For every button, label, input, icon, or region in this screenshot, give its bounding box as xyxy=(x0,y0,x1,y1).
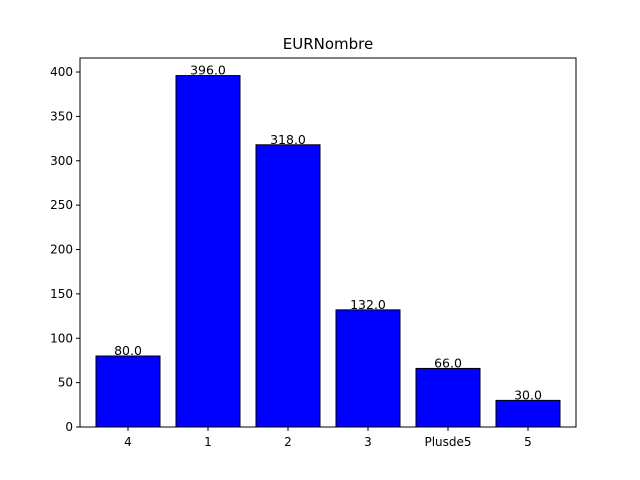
bar-1 xyxy=(175,75,241,428)
y-tick-label: 50 xyxy=(58,376,73,390)
x-tick-label: 1 xyxy=(204,435,212,449)
y-tick-label: 150 xyxy=(50,287,73,301)
data-labels: 80.0 396.0 318.0 132.0 66.0 30.0 xyxy=(114,63,542,403)
bar-4 xyxy=(95,355,161,428)
x-tick-label: Plusde5 xyxy=(424,435,471,449)
data-label: 30.0 xyxy=(514,387,542,402)
y-tick-label: 400 xyxy=(50,65,73,79)
y-tick-label: 200 xyxy=(50,243,73,257)
bar-2 xyxy=(255,144,321,428)
data-label: 132.0 xyxy=(350,297,386,312)
data-label: 396.0 xyxy=(190,63,226,78)
chart-title: EURNombre xyxy=(283,35,373,53)
y-tick-label: 250 xyxy=(50,198,73,212)
x-tick-label: 3 xyxy=(364,435,372,449)
y-axis-ticks: 0 50 100 150 200 250 300 350 400 xyxy=(50,65,80,434)
x-tick-label: 5 xyxy=(524,435,532,449)
y-tick-label: 100 xyxy=(50,331,73,345)
y-tick-label: 350 xyxy=(50,109,73,123)
x-axis-ticks: 4 1 2 3 Plusde5 5 xyxy=(124,427,532,449)
y-tick-label: 300 xyxy=(50,154,73,168)
data-label: 66.0 xyxy=(434,355,462,370)
bar-plusde5 xyxy=(415,367,481,428)
bar-3 xyxy=(335,309,401,428)
plot-frame xyxy=(79,57,577,428)
x-tick-label: 2 xyxy=(284,435,292,449)
x-tick-label: 4 xyxy=(124,435,132,449)
bars-group xyxy=(95,75,561,428)
bar-5 xyxy=(495,399,561,428)
data-label: 318.0 xyxy=(270,132,306,147)
data-label: 80.0 xyxy=(114,343,142,358)
y-tick-label: 0 xyxy=(65,420,73,434)
